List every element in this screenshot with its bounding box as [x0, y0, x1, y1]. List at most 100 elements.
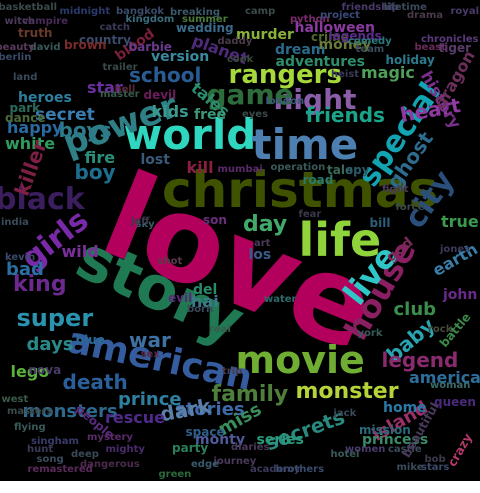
word-cloud-word: happy [7, 118, 63, 137]
word-cloud-word: born [187, 304, 214, 315]
word-cloud-word: edge [191, 459, 219, 470]
word-cloud-word: royal [450, 6, 480, 17]
word-cloud-word: park [9, 101, 41, 115]
word-cloud-word: jones [440, 244, 471, 255]
word-cloud-word: country [79, 33, 131, 47]
word-cloud-word: star [87, 78, 123, 97]
word-cloud-word: prince [118, 389, 182, 410]
word-cloud-word: bangkok [116, 6, 165, 17]
word-cloud-word: holiday [385, 53, 435, 67]
word-cloud-word: bad [6, 259, 44, 280]
word-cloud-word: death [62, 370, 128, 394]
word-cloud-word: vampire [22, 16, 68, 27]
word-cloud-word: space [185, 425, 225, 439]
word-cloud-word: chronicles [421, 34, 479, 45]
word-cloud-word: murder [236, 27, 294, 43]
word-cloud-word: days [26, 334, 74, 355]
word-cloud-word: crazy [444, 430, 476, 470]
word-cloud-word: team [355, 44, 385, 55]
word-cloud-word: barbie [128, 40, 172, 54]
word-cloud-word: women [345, 444, 386, 455]
word-cloud-word: land [13, 72, 38, 83]
word-cloud-word: mighty [105, 444, 145, 455]
word-cloud-word: home [383, 400, 427, 416]
word-cloud-word: time [251, 120, 359, 169]
word-cloud-word: sky [135, 219, 155, 230]
word-cloud-word: masters [7, 406, 53, 417]
word-cloud-word: art [254, 238, 271, 249]
word-cloud-word: wedding [176, 21, 234, 35]
word-cloud-word: party [172, 441, 209, 455]
word-cloud-word: daddy [217, 36, 253, 47]
word-cloud-word: bob [424, 454, 446, 465]
word-cloud-word: school [129, 63, 202, 87]
word-cloud-word: singham [31, 436, 79, 447]
word-cloud-word: fear [298, 209, 322, 220]
word-cloud-word: drama [407, 10, 444, 21]
word-cloud-word: academy [250, 464, 301, 475]
word-cloud-word: day [243, 212, 288, 237]
word-cloud-word: berlin [0, 52, 32, 63]
word-cloud-word: castle [388, 444, 422, 455]
word-cloud-word: brown [64, 38, 107, 52]
word-cloud-word: hunt [27, 444, 54, 455]
word-cloud-word: halloween [294, 20, 376, 36]
word-cloud-word: tale [327, 163, 354, 177]
word-cloud-word: rock [428, 324, 453, 335]
word-cloud-word: rescue [105, 408, 165, 427]
word-cloud-word: boys [58, 118, 112, 142]
word-cloud-word: shot [157, 256, 183, 267]
word-cloud-word: camp [245, 6, 276, 17]
word-cloud-word: sex [140, 349, 160, 360]
word-cloud-word: los [248, 247, 272, 263]
word-cloud-word: secret [35, 104, 95, 125]
word-cloud-word: tiger [438, 41, 472, 55]
word-cloud-word: hell [114, 84, 136, 95]
word-cloud-word: green [158, 469, 192, 480]
word-cloud-word: lost [140, 152, 170, 168]
word-cloud-word: jack [333, 408, 357, 419]
word-cloud-word: monty [195, 432, 245, 448]
word-cloud-word: project [320, 10, 360, 21]
word-cloud-word: eyes [242, 109, 269, 120]
word-cloud-word: kill [186, 158, 214, 177]
word-cloud-word: deep [71, 449, 99, 460]
word-cloud-word: truth [18, 26, 53, 40]
word-cloud-word: real [209, 324, 231, 335]
word-cloud-word: diaries [231, 442, 270, 453]
word-cloud-word: war [129, 328, 171, 352]
word-cloud-word: breaking [170, 7, 220, 18]
word-cloud-word: mike [396, 462, 424, 473]
word-cloud-word: summer [182, 14, 228, 25]
word-cloud-word: true [441, 212, 479, 231]
word-cloud-word: remastered [27, 464, 93, 475]
word-cloud-word: kingdom [125, 14, 175, 25]
word-cloud-word: heist [331, 69, 360, 80]
word-cloud-word: friends [305, 103, 385, 127]
word-cloud-word: adventures [275, 54, 365, 70]
word-cloud-word: lego [10, 362, 50, 381]
word-cloud-word: spy [346, 163, 370, 177]
word-cloud-word: evil [168, 291, 193, 305]
word-cloud-word: midnight [59, 6, 111, 17]
word-cloud-word: del [193, 282, 218, 298]
word-cloud-word: version [151, 49, 210, 65]
word-cloud-word: nova [28, 363, 62, 377]
word-cloud-word: black [0, 182, 85, 217]
word-cloud-word: monsters [22, 401, 118, 422]
word-cloud-word: basketball [0, 2, 58, 13]
word-cloud-word: magic [361, 63, 415, 82]
word-cloud-word: trailer [102, 62, 138, 73]
word-cloud-word: fire [84, 148, 116, 167]
word-cloud-word: night [273, 83, 357, 116]
bottom-strip [0, 481, 480, 493]
word-cloud-word: woman [430, 380, 471, 391]
word-cloud-word: india [1, 217, 29, 228]
word-cloud-word: master [100, 89, 140, 100]
word-cloud-word: mission [359, 423, 411, 437]
word-cloud-word: comedy [348, 36, 392, 47]
word-cloud-word: operation [270, 162, 326, 173]
word-cloud-word: jeff [131, 216, 150, 227]
word-cloud-word: dangerous [80, 459, 140, 470]
